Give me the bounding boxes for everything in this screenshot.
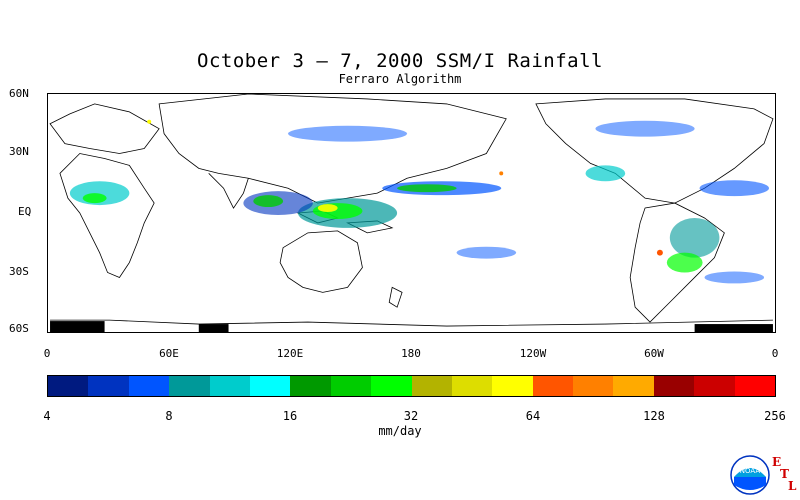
colorbar-units: mm/day	[378, 424, 422, 438]
rainfall-colorbar	[47, 375, 776, 397]
colorbar-swatch-6	[290, 376, 331, 396]
colorbar-tick-16: 16	[282, 409, 298, 423]
colorbar-swatch-3	[169, 376, 210, 396]
lon-label-180: 180	[401, 347, 421, 360]
chart-subtitle: Ferraro Algorithm	[338, 72, 462, 86]
etl-letter-t: T	[780, 467, 789, 481]
lon-label-120w: 120W	[519, 347, 547, 360]
colorbar-tick-4: 4	[43, 409, 51, 423]
lat-label-60s: 60S	[9, 322, 29, 335]
colorbar-tick-8: 8	[165, 409, 173, 423]
colorbar-tick-128: 128	[643, 409, 665, 423]
colorbar-swatch-17	[734, 376, 776, 396]
rainfall-map	[47, 93, 776, 333]
colorbar-swatch-2	[128, 376, 170, 396]
lat-label-60n: 60N	[9, 87, 29, 100]
colorbar-swatch-7	[330, 376, 372, 396]
etl-letter-l: L	[788, 479, 797, 493]
lon-label-0-left: 0	[43, 347, 51, 360]
chart-title: October 3 – 7, 2000 SSM/I Rainfall	[197, 50, 603, 72]
colorbar-tick-32: 32	[403, 409, 419, 423]
colorbar-swatch-12	[532, 376, 574, 396]
etl-letter-e: E	[772, 455, 782, 469]
colorbar-swatch-16	[694, 376, 735, 396]
colorbar-tick-64: 64	[525, 409, 541, 423]
colorbar-swatch-13	[573, 376, 614, 396]
lon-label-120e: 120E	[276, 347, 304, 360]
colorbar-swatch-10	[451, 376, 493, 396]
colorbar-tick-256: 256	[764, 409, 786, 423]
colorbar-swatch-14	[613, 376, 654, 396]
colorbar-swatch-4	[209, 376, 250, 396]
colorbar-swatch-8	[371, 376, 412, 396]
lat-label-30n: 30N	[9, 145, 29, 158]
lon-label-60w: 60W	[644, 347, 664, 360]
noaa-logo: NOAA	[730, 455, 770, 495]
colorbar-swatch-5	[249, 376, 291, 396]
colorbar-swatch-15	[653, 376, 695, 396]
noaa-logo-text: NOAA	[740, 467, 761, 475]
lat-label-30s: 30S	[9, 265, 29, 278]
colorbar-swatch-9	[411, 376, 452, 396]
colorbar-swatch-11	[492, 376, 533, 396]
colorbar-swatch-1	[88, 376, 129, 396]
colorbar-swatch-0	[48, 376, 89, 396]
lat-label-eq: EQ	[18, 205, 32, 218]
lon-label-0-right: 0	[771, 347, 779, 360]
lon-label-60e: 60E	[159, 347, 179, 360]
